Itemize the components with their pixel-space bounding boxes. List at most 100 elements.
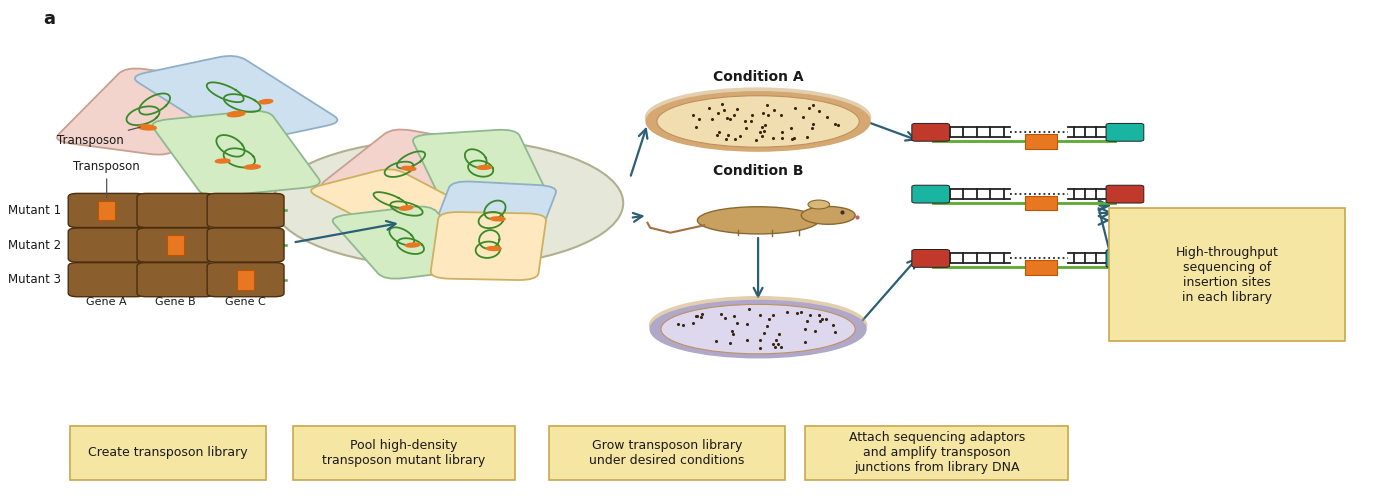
Bar — [1026, 196, 1058, 210]
Point — [809, 317, 831, 325]
FancyBboxPatch shape — [1106, 124, 1144, 141]
Point — [682, 112, 704, 120]
FancyBboxPatch shape — [207, 228, 285, 262]
Ellipse shape — [244, 165, 261, 169]
Point — [751, 132, 773, 140]
FancyBboxPatch shape — [68, 262, 146, 296]
Point — [802, 100, 824, 108]
Point — [686, 312, 708, 320]
Bar — [99, 200, 115, 220]
FancyBboxPatch shape — [68, 228, 146, 262]
FancyBboxPatch shape — [912, 124, 949, 141]
Text: Transposon: Transposon — [74, 160, 140, 198]
FancyBboxPatch shape — [333, 206, 482, 279]
Point — [722, 111, 744, 119]
Point — [723, 134, 745, 142]
Point — [763, 344, 786, 351]
Point — [750, 344, 772, 352]
Point — [750, 336, 772, 344]
Point — [726, 318, 748, 326]
FancyBboxPatch shape — [429, 182, 557, 252]
Point — [723, 312, 745, 320]
Point — [734, 124, 756, 132]
Point — [690, 314, 712, 322]
Point — [770, 112, 793, 120]
Point — [744, 136, 766, 143]
Point — [751, 122, 773, 130]
Point — [795, 133, 818, 141]
Point — [726, 104, 748, 112]
Text: Gene C: Gene C — [225, 297, 266, 307]
Point — [683, 319, 705, 327]
Point — [740, 116, 762, 124]
Point — [734, 117, 756, 125]
Point — [752, 108, 775, 116]
Ellipse shape — [657, 96, 859, 147]
Text: Create transposon library: Create transposon library — [89, 446, 248, 459]
Point — [765, 336, 787, 344]
Point — [766, 340, 788, 348]
Text: High-throughput
sequencing of
insertion sites
in each library: High-throughput sequencing of insertion … — [1176, 246, 1278, 304]
Point — [790, 308, 812, 316]
Point — [822, 321, 844, 329]
Ellipse shape — [477, 166, 491, 170]
Point — [713, 106, 736, 114]
Point — [780, 124, 802, 132]
FancyBboxPatch shape — [1106, 250, 1144, 268]
FancyBboxPatch shape — [1106, 185, 1144, 203]
Point — [776, 308, 798, 316]
Text: Mutant 3: Mutant 3 — [8, 273, 61, 286]
FancyBboxPatch shape — [1109, 208, 1345, 342]
Point — [668, 320, 690, 328]
Point — [784, 104, 806, 112]
Ellipse shape — [647, 92, 870, 151]
Point — [758, 315, 780, 323]
FancyBboxPatch shape — [293, 426, 515, 480]
Point — [756, 111, 779, 119]
Point — [811, 316, 833, 324]
FancyBboxPatch shape — [137, 262, 214, 296]
Point — [808, 107, 830, 115]
FancyBboxPatch shape — [414, 130, 545, 200]
FancyBboxPatch shape — [71, 426, 266, 480]
Point — [801, 124, 823, 132]
Point — [736, 336, 758, 344]
Point — [722, 330, 744, 338]
Point — [729, 132, 751, 140]
Text: Mutant 1: Mutant 1 — [8, 204, 61, 217]
Bar — [1026, 260, 1058, 274]
Text: Grow transposon library
under desired conditions: Grow transposon library under desired co… — [590, 438, 745, 466]
Point — [762, 311, 784, 319]
Point — [698, 104, 720, 112]
Point — [762, 134, 784, 142]
Ellipse shape — [228, 112, 244, 116]
Point — [719, 338, 741, 346]
Text: Transposon: Transposon — [57, 127, 140, 146]
Ellipse shape — [808, 200, 830, 209]
Text: Condition A: Condition A — [713, 70, 804, 85]
Text: a: a — [43, 10, 56, 28]
Ellipse shape — [137, 125, 157, 130]
Point — [736, 320, 758, 328]
Text: Pool high-density
transposon mutant library: Pool high-density transposon mutant libr… — [322, 438, 486, 466]
Point — [686, 123, 708, 131]
Point — [768, 330, 790, 338]
Text: Gene A: Gene A — [86, 297, 126, 307]
Ellipse shape — [661, 304, 855, 354]
Point — [741, 111, 763, 119]
FancyBboxPatch shape — [322, 130, 484, 202]
Point — [672, 321, 694, 329]
Point — [738, 305, 761, 313]
Point — [718, 131, 740, 139]
Point — [824, 328, 847, 336]
Point — [763, 106, 786, 114]
Point — [786, 310, 808, 318]
Point — [808, 312, 830, 320]
Text: Condition B: Condition B — [713, 164, 804, 178]
Point — [752, 328, 775, 336]
Point — [804, 328, 826, 336]
Point — [795, 317, 818, 325]
Point — [711, 100, 733, 108]
FancyBboxPatch shape — [68, 194, 146, 228]
Point — [798, 311, 820, 319]
